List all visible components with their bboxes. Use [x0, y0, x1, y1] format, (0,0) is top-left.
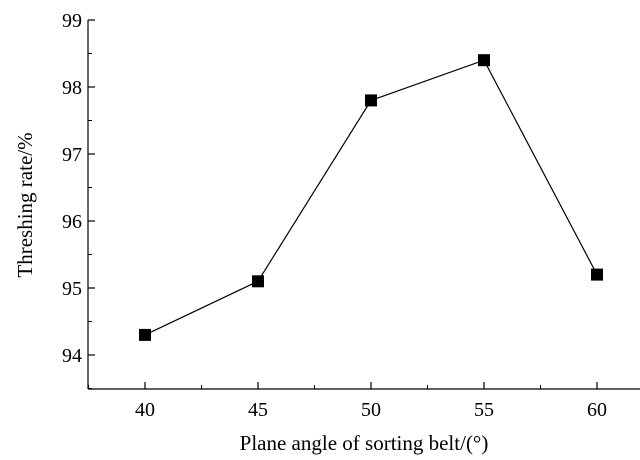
x-tick-label: 50 [361, 399, 381, 421]
x-tick-label: 60 [587, 399, 607, 421]
y-axis-title: Threshing rate/% [13, 132, 37, 277]
y-tick-label: 99 [62, 10, 82, 32]
x-axis-ticks: 40 45 50 55 60 [88, 382, 607, 421]
y-tick-label: 98 [62, 77, 82, 99]
x-tick-label: 45 [248, 399, 268, 421]
y-tick-label: 94 [62, 345, 82, 367]
data-point-marker [139, 328, 151, 341]
data-point-marker [591, 268, 603, 281]
x-axis-title: Plane angle of sorting belt/(°) [240, 431, 489, 455]
data-point-marker [478, 54, 490, 67]
data-point-marker [252, 275, 264, 288]
y-tick-label: 97 [62, 144, 82, 166]
y-axis-ticks: 94 95 96 97 98 99 [62, 10, 95, 389]
plot-area: 94 95 96 97 98 99 40 45 50 55 60 [62, 10, 640, 421]
x-tick-label: 40 [135, 399, 155, 421]
y-tick-label: 96 [62, 211, 82, 233]
data-points [139, 54, 603, 341]
data-point-marker [365, 94, 377, 107]
x-tick-label: 55 [474, 399, 494, 421]
y-tick-label: 95 [62, 278, 82, 300]
